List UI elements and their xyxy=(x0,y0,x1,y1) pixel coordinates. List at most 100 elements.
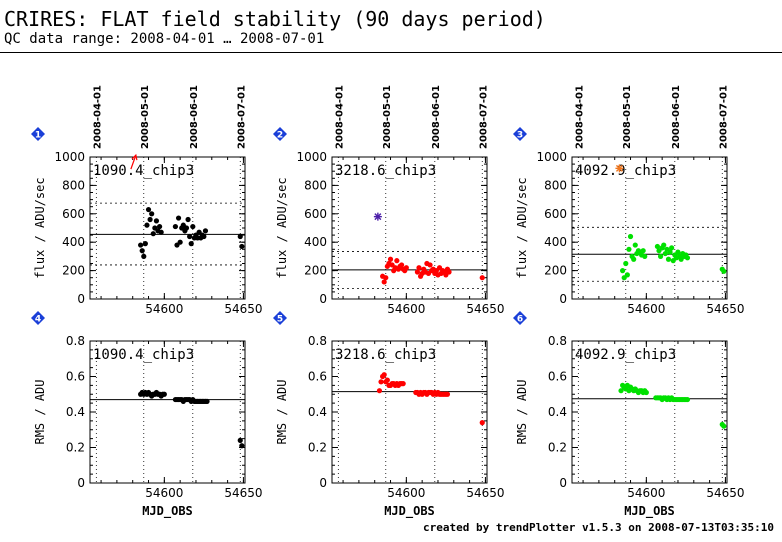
data-point xyxy=(721,423,727,429)
data-point xyxy=(479,275,485,281)
y-tick-label: 0 xyxy=(77,292,85,306)
data-point xyxy=(684,396,691,403)
x-tick-label: 54600 xyxy=(627,302,665,316)
data-point xyxy=(237,437,243,443)
panel-badge-icon xyxy=(273,127,287,141)
data-point xyxy=(654,243,661,250)
data-point xyxy=(188,241,194,247)
data-point xyxy=(624,272,630,278)
data-point xyxy=(175,215,182,221)
data-point xyxy=(237,233,243,240)
y-tick-label: 400 xyxy=(544,235,567,249)
data-point xyxy=(172,223,179,230)
data-point xyxy=(384,377,390,383)
data-point xyxy=(642,253,648,259)
date-tick-label: 2008-07-01 xyxy=(718,85,729,149)
data-point xyxy=(398,262,405,268)
y-tick-label: 200 xyxy=(62,264,85,278)
panel-badge-number: 6 xyxy=(517,315,523,325)
y-tick-label: 0 xyxy=(559,292,567,306)
panel-label: 1090.4_chip3 xyxy=(93,347,194,363)
panel-label: 4092.9_chip3 xyxy=(575,163,676,179)
data-point xyxy=(177,239,183,245)
date-tick-label: 2008-05-01 xyxy=(622,85,633,149)
x-tick-label: 54650 xyxy=(466,302,504,316)
data-point xyxy=(444,391,451,397)
data-point xyxy=(376,388,383,394)
panel-badge-number: 3 xyxy=(517,131,523,141)
data-point xyxy=(138,242,144,248)
x-tick-label: 54650 xyxy=(706,302,744,316)
data-point xyxy=(144,222,150,228)
y-tick-label: 1000 xyxy=(296,150,327,164)
x-tick-label: 54600 xyxy=(387,486,425,500)
data-point xyxy=(145,206,152,213)
y-axis-label: flux / ADU/sec xyxy=(33,177,47,278)
y-axis-label: RMS / ADU xyxy=(33,379,47,444)
y-axis-label: RMS / ADU xyxy=(515,379,529,444)
data-point xyxy=(381,279,387,285)
data-point xyxy=(416,265,422,271)
y-tick-label: 0.4 xyxy=(548,405,567,419)
data-point xyxy=(378,379,384,385)
y-axis-label: flux / ADU/sec xyxy=(275,177,289,278)
data-point xyxy=(618,388,624,394)
date-tick-label: 2008-04-01 xyxy=(574,85,585,149)
y-tick-label: 0 xyxy=(319,476,327,490)
y-tick-label: 0.8 xyxy=(548,334,567,348)
x-tick-label: 54650 xyxy=(224,302,262,316)
y-tick-label: 0.8 xyxy=(308,334,327,348)
data-point xyxy=(620,268,626,274)
panel-badge-number: 5 xyxy=(277,315,283,325)
data-point xyxy=(623,260,629,267)
data-point xyxy=(190,223,196,230)
data-point xyxy=(239,243,245,250)
date-tick-label: 2008-06-01 xyxy=(671,85,682,149)
date-tick-label: 2008-07-01 xyxy=(478,85,489,149)
data-point xyxy=(185,216,191,223)
chart-panel-3: 2008-04-01 2008-05-01 2008-06-01 2008-07-01… xyxy=(513,85,745,316)
date-tick-label: 2008-06-01 xyxy=(431,85,442,149)
panel-badge-icon xyxy=(31,311,45,325)
date-tick-label: 2008-07-01 xyxy=(236,85,247,149)
data-point xyxy=(657,253,664,259)
data-point xyxy=(667,249,673,255)
data-point xyxy=(150,231,156,237)
date-tick-label: 2008-04-01 xyxy=(92,85,103,149)
panel-label: 4092.9_chip3 xyxy=(575,347,676,363)
y-tick-label: 400 xyxy=(62,235,85,249)
page-subtitle: QC data range: 2008-04-01 … 2008-07-01 xyxy=(4,31,325,47)
y-tick-label: 200 xyxy=(544,264,567,278)
y-tick-label: 0.4 xyxy=(308,405,327,419)
y-axis-label: flux / ADU/sec xyxy=(515,177,529,278)
data-point xyxy=(721,268,727,274)
data-point xyxy=(643,389,649,396)
x-axis-label: MJD_OBS xyxy=(142,504,193,519)
data-point xyxy=(403,265,409,271)
y-tick-label: 0.8 xyxy=(66,334,85,348)
data-point xyxy=(394,258,400,264)
y-tick-label: 0.2 xyxy=(66,441,85,455)
chart-panel-5: 0 0.2 0.4 0.6 0.8 54600 54650 RMS / ADU MJD_OBS 3… xyxy=(273,311,505,519)
x-tick-label: 54650 xyxy=(466,486,504,500)
y-tick-label: 1000 xyxy=(54,150,85,164)
data-point xyxy=(187,233,193,240)
data-point xyxy=(662,250,668,257)
outlier-star xyxy=(615,164,623,172)
data-point xyxy=(675,249,681,255)
outlier-arrow xyxy=(130,154,137,170)
chart-panel-2: 2008-04-01 2008-05-01 2008-06-01 2008-07-01… xyxy=(273,85,505,316)
date-tick-label: 2008-05-01 xyxy=(382,85,393,149)
outlier-arrow-head xyxy=(131,153,138,161)
data-point xyxy=(204,398,210,404)
x-tick-label: 54600 xyxy=(387,302,425,316)
x-tick-label: 54650 xyxy=(706,486,744,500)
y-tick-label: 0 xyxy=(319,292,327,306)
date-tick-label: 2008-04-01 xyxy=(334,85,345,149)
data-point xyxy=(202,228,209,234)
x-tick-label: 54650 xyxy=(224,486,262,500)
y-tick-label: 0.6 xyxy=(308,370,327,384)
panel-label: 3218.6_chip3 xyxy=(335,347,436,363)
x-tick-label: 54600 xyxy=(145,486,183,500)
